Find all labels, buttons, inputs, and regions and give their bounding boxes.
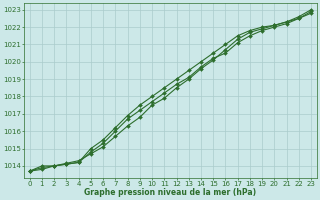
X-axis label: Graphe pression niveau de la mer (hPa): Graphe pression niveau de la mer (hPa) [84, 188, 256, 197]
